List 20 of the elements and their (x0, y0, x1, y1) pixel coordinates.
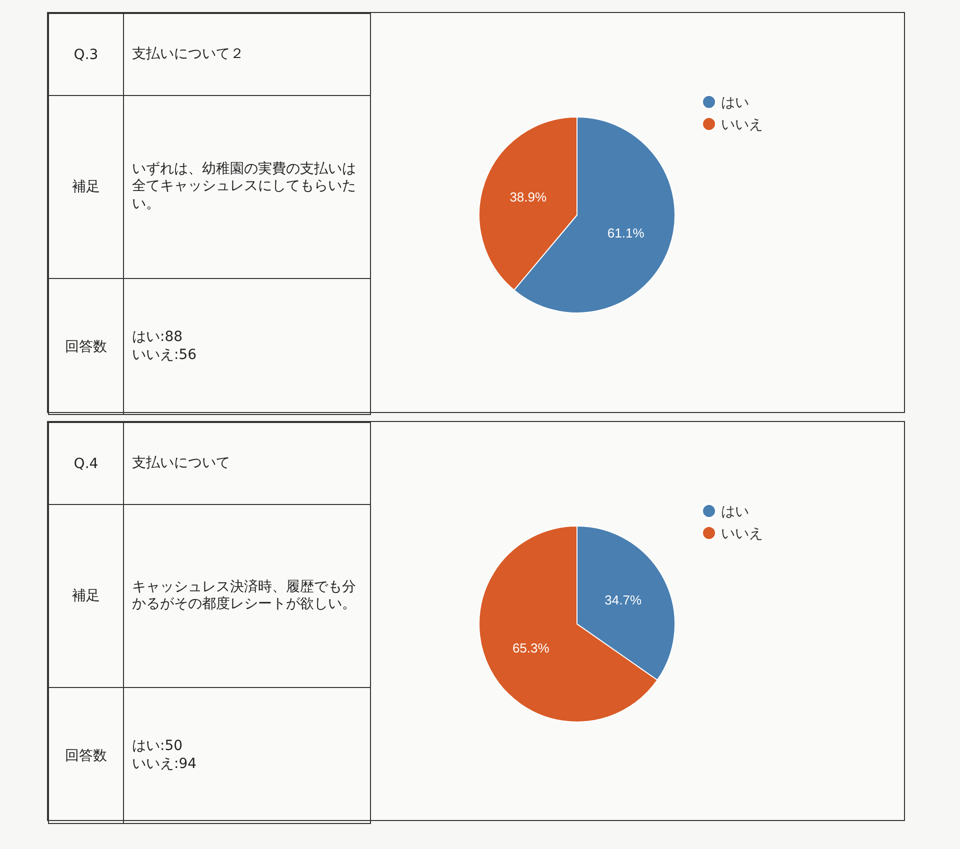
text: 補足 (48, 96, 124, 278)
text: 支払いについて (124, 422, 370, 504)
data-label: 34.7% (604, 592, 642, 608)
data-label: 65.3% (512, 640, 550, 656)
text: はい:50 いいえ:94 (124, 688, 370, 824)
text: 回答数 (48, 688, 124, 824)
text: 回答数 (48, 278, 124, 414)
text: 支払いについて２ (124, 14, 370, 96)
text: キャッシュレス決済時、履歴でも分かるがその都度レシートが欲しい。 (124, 504, 370, 688)
text: Q.3 (48, 14, 124, 96)
text: いずれは、幼稚園の実費の支払いは全てキャッシュレスにしてもらいたい。 (124, 96, 370, 278)
text: はい:88 いいえ:56 (124, 278, 370, 414)
text: 補足 (48, 504, 124, 688)
text: Q.4 (48, 422, 124, 504)
legend-label: はい (721, 503, 749, 519)
data-label: 61.1% (607, 225, 645, 240)
legend-label: いいえ (721, 116, 763, 132)
data-label: 38.9% (510, 190, 547, 205)
legend-label: はい (721, 94, 749, 110)
legend-label: いいえ (721, 525, 763, 541)
